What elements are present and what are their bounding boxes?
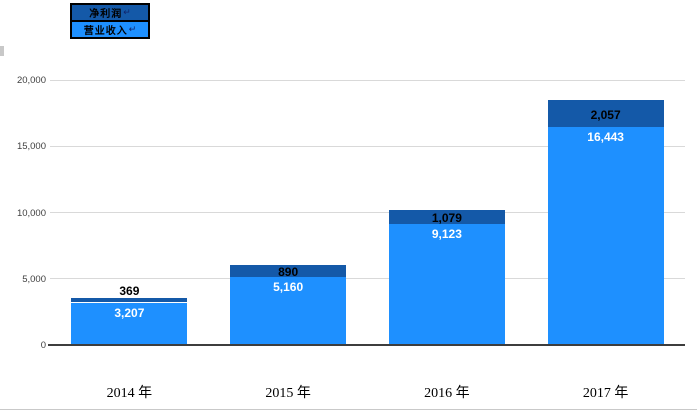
y-tick-label: 20,000 (16, 75, 46, 86)
bar-segment-revenue (547, 127, 664, 345)
bar-label-revenue: 9,123 (431, 227, 462, 242)
legend-item-net-profit: 净利润 ↵ (70, 3, 150, 22)
y-tick-label: 10,000 (16, 207, 46, 219)
legend-label-net-profit: 净利润 (89, 9, 123, 20)
y-tick-label: 5,000 (22, 273, 46, 285)
bar-label-profit: 890 (278, 264, 299, 279)
bar-segment-profit (71, 297, 188, 303)
bar-segment-profit (388, 209, 505, 225)
y-tick-label: 0 (40, 340, 46, 351)
bar-segment-profit (230, 264, 347, 277)
page-divider (0, 409, 697, 410)
bar-label-revenue: 3,207 (114, 305, 145, 320)
gridline (50, 145, 685, 147)
gridline (50, 79, 685, 81)
x-tick-label: 2015 年 (265, 386, 311, 401)
bar-segment-revenue (388, 224, 505, 345)
y-tick-label: 15,000 (16, 141, 46, 153)
return-mark-icon: ↵ (128, 24, 137, 34)
bar-segment-profit (547, 99, 664, 128)
gridline (50, 212, 685, 213)
bar-label-profit: 2,057 (590, 107, 621, 122)
x-tick-label: 2014 年 (106, 386, 153, 401)
bar-label-revenue: 16,443 (587, 130, 624, 145)
legend-label-revenue: 营业收入 (83, 26, 128, 37)
bar-segment-revenue (230, 276, 347, 345)
x-axis-line (48, 344, 685, 346)
gridline (50, 278, 685, 280)
return-mark-icon: ↵ (123, 7, 131, 17)
bar-label-profit: 369 (119, 283, 140, 298)
clipped-glyph (0, 46, 4, 56)
x-tick-label: 2017 年 (582, 386, 629, 401)
x-tick-label: 2016 年 (424, 386, 470, 401)
legend-item-revenue: 营业收入 ↵ (70, 20, 150, 39)
bar-segment-revenue (71, 302, 188, 345)
bar-label-revenue: 5,160 (273, 279, 304, 294)
legend: 净利润 ↵ 营业收入 ↵ (70, 3, 150, 39)
bar-label-profit: 1,079 (431, 210, 462, 225)
